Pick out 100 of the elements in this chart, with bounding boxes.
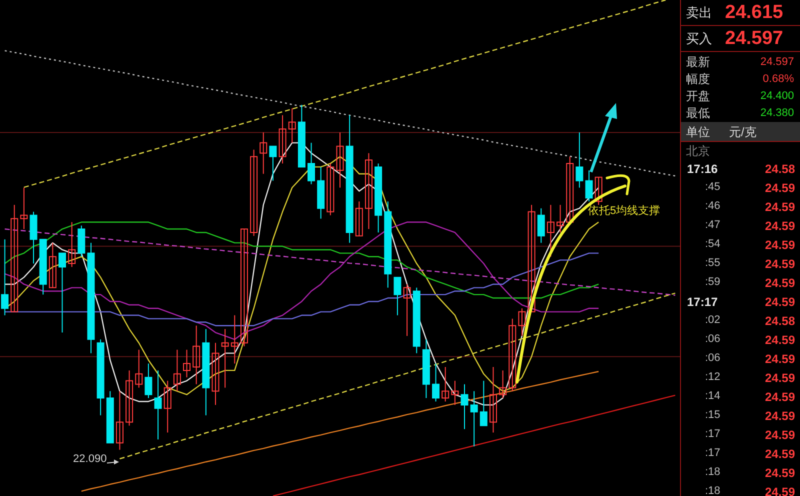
candlestick — [480, 380, 488, 426]
candlestick — [116, 390, 124, 450]
candlestick — [508, 318, 516, 392]
text: :02 — [705, 314, 720, 326]
candlestick — [240, 228, 248, 347]
candlestick — [451, 380, 459, 406]
candlestick — [546, 204, 554, 258]
candlestick — [173, 349, 181, 392]
text: 24.597 — [725, 28, 784, 49]
text: 24.59 — [765, 219, 796, 233]
text: 24.59 — [765, 295, 796, 309]
text: :46 — [705, 200, 720, 212]
candlestick — [576, 132, 584, 188]
candlestick — [288, 108, 296, 144]
candlestick — [364, 152, 372, 230]
candlestick — [518, 308, 526, 336]
candlestick — [10, 204, 18, 312]
text: :45 — [705, 181, 720, 193]
candlestick — [489, 366, 497, 434]
text: 24.59 — [765, 238, 796, 252]
text: 0.68% — [762, 73, 794, 85]
candlestick — [212, 342, 220, 406]
candlestick — [499, 370, 507, 399]
candlestick — [585, 170, 593, 202]
text: 17:16 — [687, 162, 718, 176]
candlestick — [537, 208, 545, 244]
candlestick — [308, 142, 316, 185]
candlestick — [269, 146, 277, 182]
text: 单位 — [686, 125, 710, 139]
text: 24.59 — [765, 333, 796, 347]
text: 24.58 — [765, 162, 796, 176]
text: :47 — [705, 219, 720, 231]
candlestick — [566, 156, 574, 223]
text: :18 — [705, 485, 720, 496]
candlestick — [260, 132, 268, 174]
candlestick — [20, 187, 28, 230]
text: 元/克 — [729, 125, 756, 139]
candlestick — [460, 384, 468, 430]
candlestick — [58, 252, 66, 334]
candlestick — [230, 314, 238, 364]
candlestick — [68, 222, 76, 268]
candlestick — [135, 349, 143, 388]
text: 24.59 — [765, 390, 796, 404]
candlestick — [48, 242, 56, 288]
text: 24.59 — [765, 181, 796, 195]
text: 北京 — [686, 144, 710, 158]
text: :54 — [705, 238, 720, 250]
text: 24.59 — [765, 352, 796, 366]
candlestick — [278, 114, 286, 164]
text: 买入 — [686, 31, 712, 46]
candlestick — [154, 370, 162, 440]
text: :15 — [705, 409, 720, 421]
text: :14 — [705, 390, 720, 402]
text: 24.59 — [765, 485, 796, 496]
text: 24.59 — [765, 409, 796, 423]
text: 17:17 — [687, 295, 718, 309]
text: :55 — [705, 257, 720, 269]
candlestick — [336, 132, 344, 188]
text: 24.380 — [760, 107, 794, 119]
text: 开盘 — [686, 89, 710, 103]
text: 最低 — [686, 106, 710, 120]
text: :17 — [705, 428, 720, 440]
candlestick — [442, 366, 450, 402]
candlestick — [470, 390, 478, 447]
text: :59 — [705, 276, 720, 288]
candlestick — [394, 276, 402, 316]
text: 24.59 — [765, 257, 796, 271]
text: :06 — [705, 333, 720, 345]
candlestick — [355, 200, 363, 236]
candlestick — [556, 204, 564, 233]
candlestick — [1, 238, 9, 316]
text: 24.59 — [765, 466, 796, 480]
candlestick — [403, 284, 411, 336]
text: 24.59 — [765, 428, 796, 442]
candlestick — [183, 349, 191, 378]
candlestick — [144, 363, 152, 399]
text: 24.59 — [765, 200, 796, 214]
candlestick — [594, 176, 602, 206]
candlestick — [126, 370, 134, 426]
text: 24.597 — [760, 56, 794, 68]
text: 24.58 — [765, 314, 796, 328]
text: :17 — [705, 447, 720, 459]
text: 幅度 — [686, 72, 710, 86]
candlestick — [250, 149, 258, 236]
text: :12 — [705, 371, 720, 383]
candlestick — [528, 204, 536, 312]
candlestick — [192, 325, 200, 385]
candlestick — [164, 380, 172, 434]
annotation: 依托5均线支撑 — [588, 204, 660, 217]
text: 卖出 — [686, 5, 712, 20]
candlestick — [221, 328, 229, 388]
text: 24.59 — [765, 276, 796, 290]
candlestick — [326, 162, 334, 216]
text: 22.090 — [73, 452, 107, 465]
text: :06 — [705, 352, 720, 364]
text: 24.400 — [760, 90, 794, 102]
text: 24.59 — [765, 447, 796, 461]
candlestick — [432, 363, 440, 402]
text: 最新 — [686, 55, 710, 69]
text: :18 — [705, 466, 720, 478]
